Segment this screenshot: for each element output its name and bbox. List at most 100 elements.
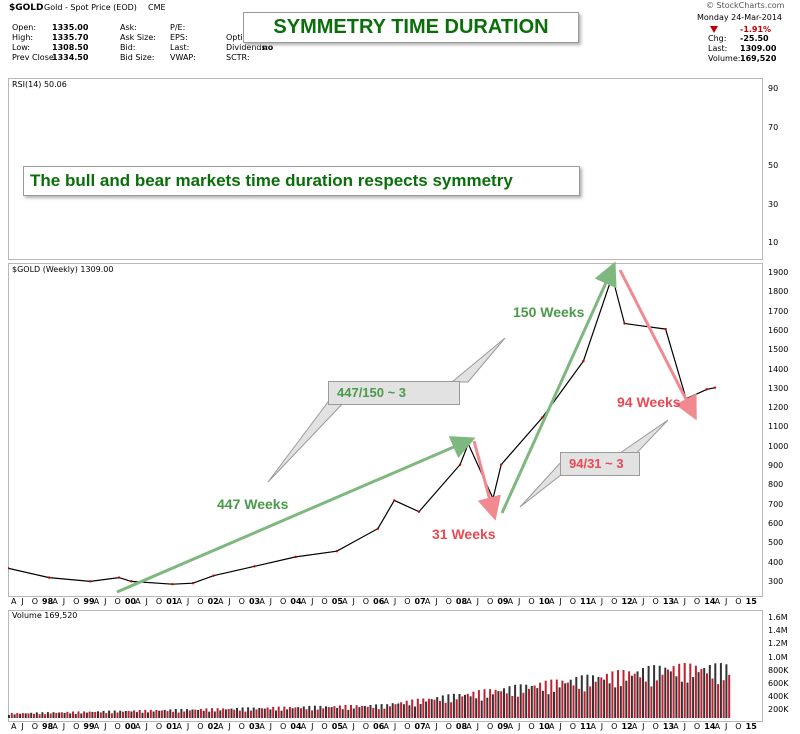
volume-bar (302, 706, 305, 718)
axis-tick-label: 1100 (768, 422, 789, 432)
volume-bar (461, 696, 464, 718)
axis-tick-label: 50 (768, 161, 779, 170)
ratio-94-31-box: 94/31 ~ 3 (560, 452, 640, 476)
x-tick-label: O (362, 597, 370, 606)
volume-bar (275, 710, 277, 718)
x-tick-label: 01 (166, 722, 178, 731)
x-tick-label: J (186, 597, 190, 606)
volume-bar (500, 691, 503, 718)
x-tick-label: A (673, 722, 679, 731)
price-point (117, 576, 121, 579)
axis-tick-label: 1.4M (768, 626, 788, 636)
price-point (664, 327, 667, 331)
volume-bar (238, 710, 241, 718)
volume-bar (544, 680, 547, 718)
volume-bar (664, 667, 667, 718)
volume-bar (511, 696, 514, 718)
volume-bar (186, 709, 188, 718)
volume-bar (97, 711, 99, 718)
x-tick-label: J (518, 722, 521, 731)
volume-bar (135, 712, 138, 718)
volume-bar (305, 709, 308, 718)
volume-bar (366, 706, 369, 718)
label-447-weeks: 447 Weeks (217, 496, 289, 512)
volume-bar (717, 684, 720, 718)
x-tick-label: J (683, 597, 686, 606)
callout-pointer-150 (450, 337, 506, 383)
volume-bar (575, 677, 578, 718)
x-tick-label: A (549, 722, 555, 731)
volume-bar (191, 709, 194, 718)
x-tick-label: J (186, 722, 190, 731)
quote-label: High: (12, 33, 34, 42)
axis-tick-label: 1600 (768, 325, 789, 335)
volume-bar (647, 665, 650, 718)
x-tick-label: O (611, 597, 618, 606)
x-tick-label: O (280, 722, 287, 731)
volume-bar (550, 679, 553, 718)
axis-tick-label: 1800 (768, 287, 789, 297)
volume-bar (322, 708, 325, 718)
volume-bar (272, 706, 275, 718)
axis-tick-label: 1500 (768, 345, 789, 355)
price-point (582, 359, 585, 363)
volume-bar (194, 709, 197, 718)
watermark: © StockCharts.com (706, 1, 785, 10)
volume-bar (430, 699, 433, 718)
volume-bar (255, 709, 258, 718)
axis-tick-label: 1.2M (768, 639, 788, 649)
volume-bar (614, 687, 617, 718)
volume-bar (658, 665, 661, 718)
price-point (335, 550, 338, 553)
volume-bar (728, 674, 731, 718)
volume-bar (219, 710, 222, 718)
x-tick-label: A (300, 722, 307, 731)
quote-label: Volume: (708, 54, 741, 63)
volume-bar (497, 691, 500, 718)
x-tick-label: 03 (248, 722, 261, 731)
volume-bar (400, 702, 403, 718)
x-tick-label: O (197, 722, 204, 731)
volume-bar (675, 676, 678, 718)
quote-label: Last: (170, 43, 190, 52)
x-tick-label: J (559, 597, 562, 606)
volume-bar (108, 710, 111, 718)
x-tick-label: 08 (455, 722, 468, 731)
volume-bar (169, 709, 172, 718)
volume-bar (313, 705, 316, 718)
axis-tick-label: 90 (768, 84, 779, 93)
volume-bar (216, 708, 219, 718)
volume-bar (711, 678, 714, 718)
volume-bar (422, 698, 425, 718)
volume-bar (69, 713, 72, 718)
x-tick-label: 15 (745, 722, 757, 731)
x-tick-label: A (590, 597, 596, 606)
callout-pointer-447 (267, 397, 350, 483)
x-axis: A J O 98 A J O 99 A J O 00 A J O 01 A J O 02 A J O 03 A J O 04 A J O 05… (8, 597, 761, 609)
volume-bar (483, 689, 486, 718)
volume-bar (308, 705, 311, 718)
volume-bar (183, 711, 186, 718)
axis-tick-label: 10 (768, 238, 779, 247)
volume-bar (130, 711, 133, 718)
x-tick-label: O (693, 722, 701, 731)
quote-label: Bid Size: (120, 53, 155, 62)
volume-bar (352, 708, 355, 718)
axis-tick-label: 1700 (768, 306, 789, 316)
volume-bar (94, 711, 97, 718)
volume-bar (30, 712, 33, 718)
x-tick-label: 11 (580, 722, 592, 731)
volume-bar (416, 698, 419, 718)
volume-bar (394, 704, 397, 718)
volume-bar (211, 708, 213, 718)
volume-bar (116, 712, 119, 718)
volume-bar (414, 706, 416, 718)
volume-bar (147, 712, 149, 718)
volume-bar (661, 674, 664, 718)
quote-label: Chg: (708, 34, 727, 43)
volume-bar (344, 705, 347, 718)
x-tick-label: J (145, 597, 148, 606)
x-tick-label: 12 (621, 597, 633, 606)
arrow-94-weeks (618, 269, 697, 421)
x-tick-label: J (104, 597, 107, 606)
